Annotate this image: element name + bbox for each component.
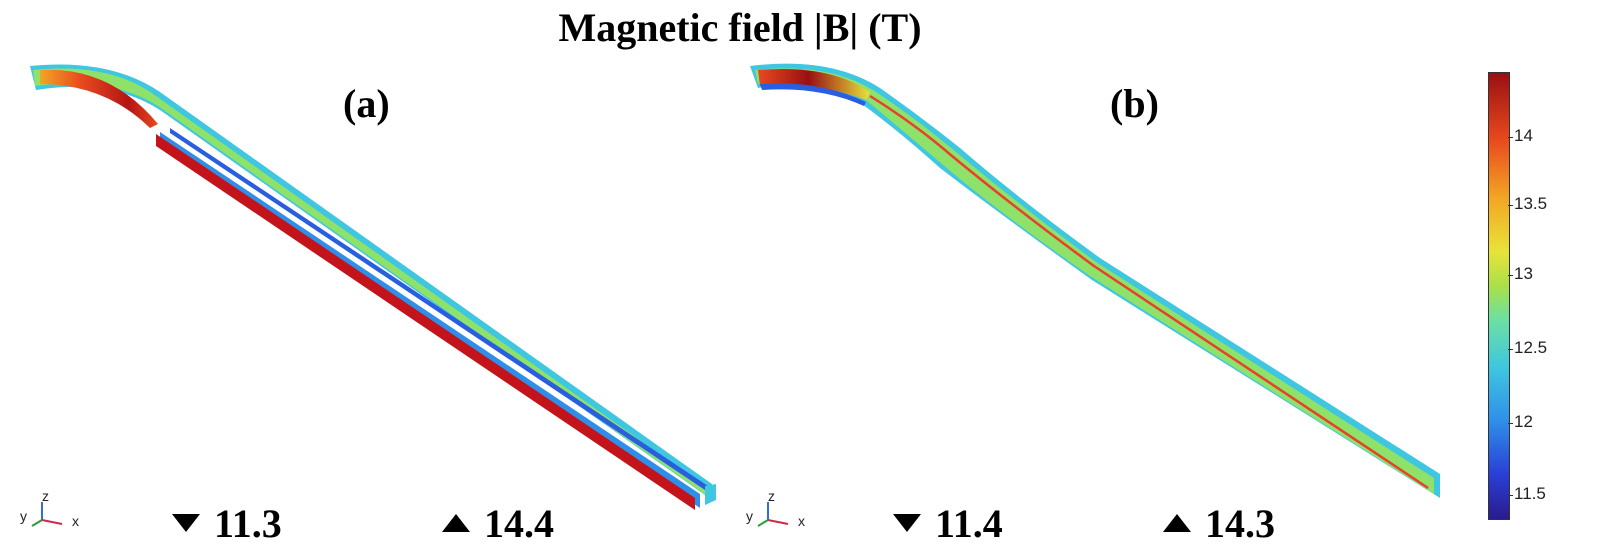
panel-a-min: 11.3 (172, 498, 282, 548)
colorbar-tickmark (1508, 275, 1513, 276)
colorbar-tick-label: 12.5 (1514, 338, 1548, 357)
axis-x-label: x (72, 513, 79, 529)
colorbar-tickmark (1508, 495, 1513, 496)
axis-y-label: y (746, 508, 753, 524)
axis-triad-icon (31, 502, 63, 527)
panel-a-min-value: 11.3 (214, 500, 282, 546)
colorbar-tick-label: 12 (1514, 412, 1533, 431)
axis-z-label: z (42, 488, 49, 504)
colorbar-tick-label: 13.5 (1514, 194, 1548, 213)
min-triangle-icon (893, 514, 921, 532)
axis-triad-icon (757, 502, 789, 527)
panel-b-min: 11.4 (893, 498, 1003, 548)
max-triangle-icon (442, 514, 470, 532)
colorbar-tickmark (1508, 349, 1513, 350)
colorbar-tick-label: 13 (1514, 264, 1533, 283)
panel-b-max-value: 14.3 (1205, 500, 1275, 546)
axis-y-label: y (20, 508, 27, 524)
conductor-b (750, 63, 1440, 498)
figure-title: Magnetic field |B| (T) (558, 5, 922, 50)
colorbar-tickmark (1508, 205, 1513, 206)
colorbar-tickmark (1508, 137, 1513, 138)
panel-a-label: (a) (343, 81, 390, 126)
panel-b-min-value: 11.4 (935, 500, 1003, 546)
panel-b-max: 14.3 (1163, 498, 1275, 548)
conductor-a (30, 64, 716, 510)
axis-x-label: x (798, 513, 805, 529)
min-triangle-icon (172, 514, 200, 532)
panel-b-label: (b) (1110, 81, 1159, 126)
axis-triad-b: z x y (740, 488, 820, 534)
colorbar (1488, 72, 1510, 520)
colorbar-tickmark (1508, 423, 1513, 424)
panel-a-max: 14.4 (442, 498, 554, 548)
axis-triad-a: z x y (14, 488, 94, 534)
max-triangle-icon (1163, 514, 1191, 532)
axis-z-label: z (768, 488, 775, 504)
panel-a-max-value: 14.4 (484, 500, 554, 546)
colorbar-tick-label: 11.5 (1514, 484, 1546, 503)
colorbar-tick-label: 14 (1514, 126, 1533, 145)
